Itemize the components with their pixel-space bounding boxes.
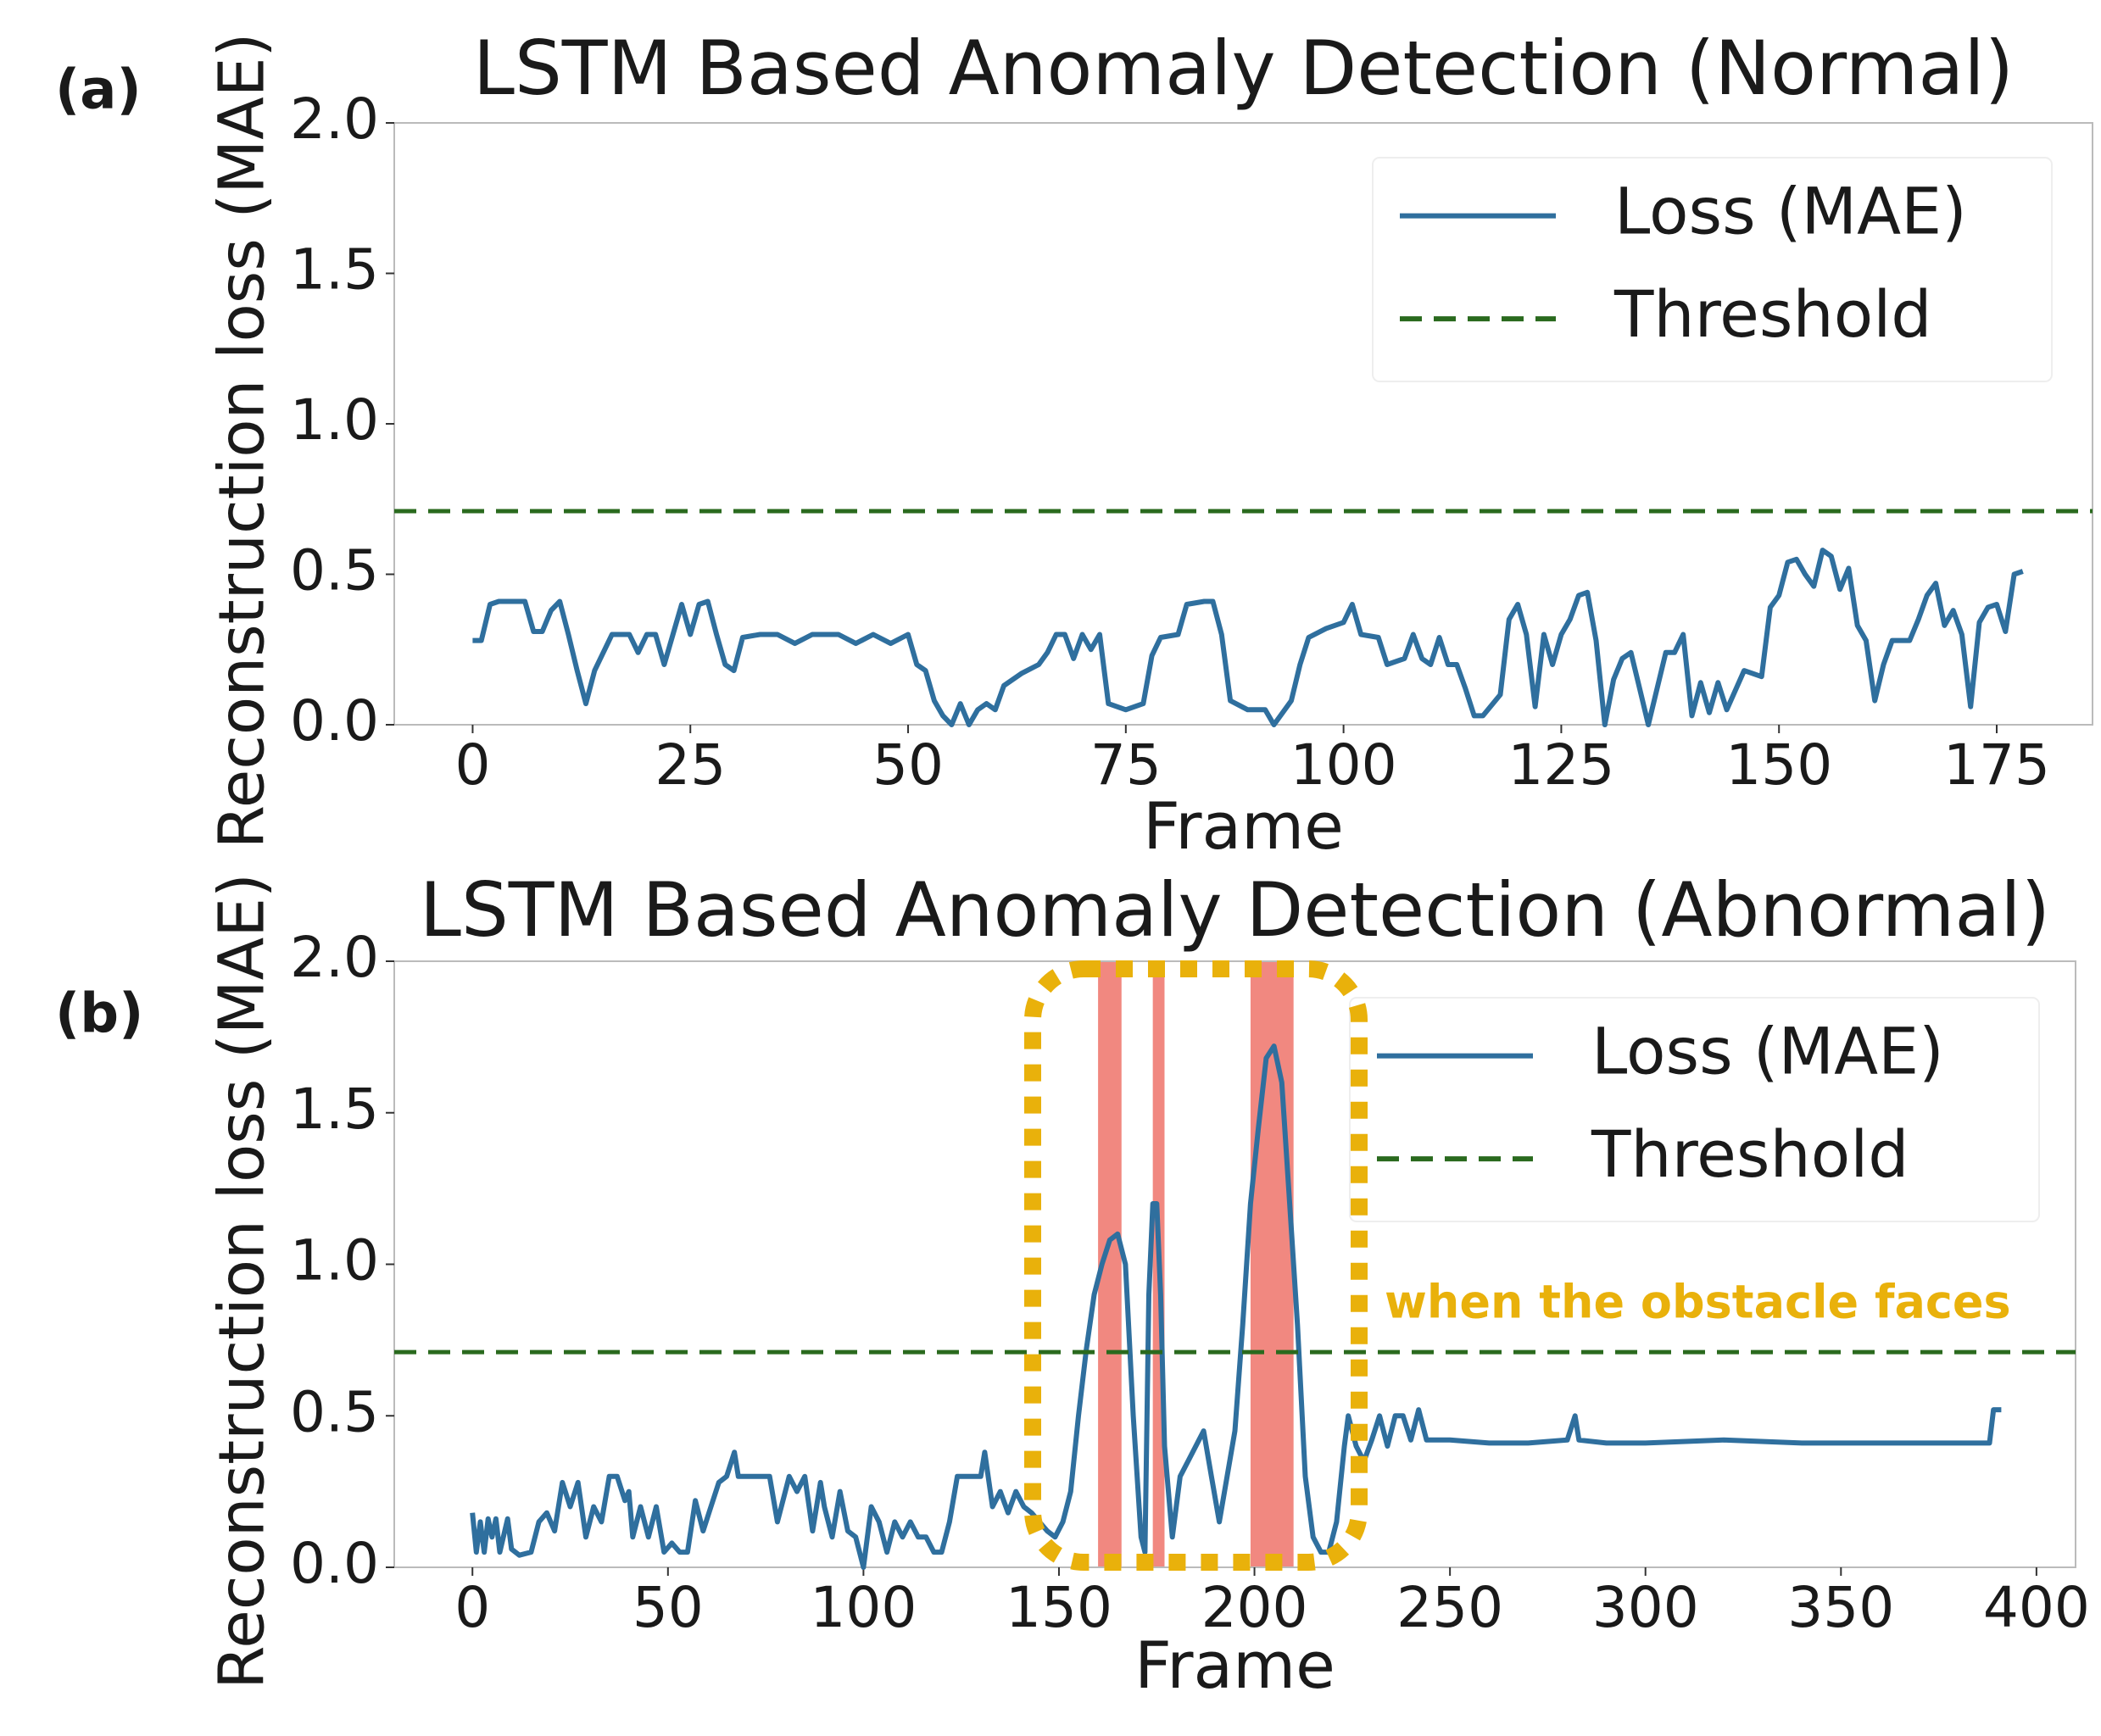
x-tick-label: 125 [1507,732,1614,798]
highlight-box [1024,960,1368,1571]
x-tick-label: 100 [1290,732,1397,798]
x-tick-label: 150 [1006,1575,1112,1640]
x-axis-label: Frame [1143,788,1344,864]
y-tick-label: 1.5 [290,237,379,303]
y-tick-label: 1.0 [290,387,379,453]
panel-label: (b) [55,983,143,1046]
x-tick-label: 350 [1787,1575,1894,1640]
x-tick-label: 0 [454,732,490,798]
panel-label: (a) [55,59,142,122]
chart-title: LSTM Based Anomaly Detection (Normal) [473,25,2014,112]
highlight-span [1250,961,1294,1567]
x-tick-label: 50 [872,732,944,798]
x-tick-label: 100 [810,1575,917,1640]
x-tick-label: 150 [1725,732,1832,798]
y-tick-label: 0.0 [290,1531,379,1596]
loss-line [472,548,2024,727]
x-tick-label: 400 [1983,1575,2090,1640]
x-tick-label: 300 [1592,1575,1699,1640]
y-tick-label: 2.0 [290,925,379,990]
x-tick-label: 50 [633,1575,704,1640]
y-tick-label: 2.0 [290,86,379,152]
legend-label: Threshold [1613,276,1932,352]
legend-label: Loss (MAE) [1591,1014,1944,1089]
annotation: when the obstacle faces [1385,1276,2011,1329]
x-axis-label: Frame [1134,1628,1335,1703]
y-tick-label: 0.5 [290,1379,379,1444]
x-tick-label: 200 [1201,1575,1308,1640]
y-axis-label: Reconstruction loss (MAE) [206,33,279,849]
x-tick-label: 0 [454,1575,490,1640]
legend-label: Loss (MAE) [1614,174,1967,249]
y-tick-label: 1.5 [290,1077,379,1142]
y-axis-label: Reconstruction loss (MAE) [206,873,279,1689]
y-tick-label: 0.0 [290,688,379,754]
x-tick-label: 25 [655,732,726,798]
x-tick-label: 175 [1943,732,2050,798]
y-tick-label: 1.0 [290,1228,379,1294]
x-tick-label: 250 [1396,1575,1503,1640]
x-tick-label: 75 [1090,732,1162,798]
chart-title: LSTM Based Anomaly Detection (Abnormal) [420,866,2050,954]
legend-label: Threshold [1591,1116,1909,1192]
y-tick-label: 0.5 [290,538,379,604]
